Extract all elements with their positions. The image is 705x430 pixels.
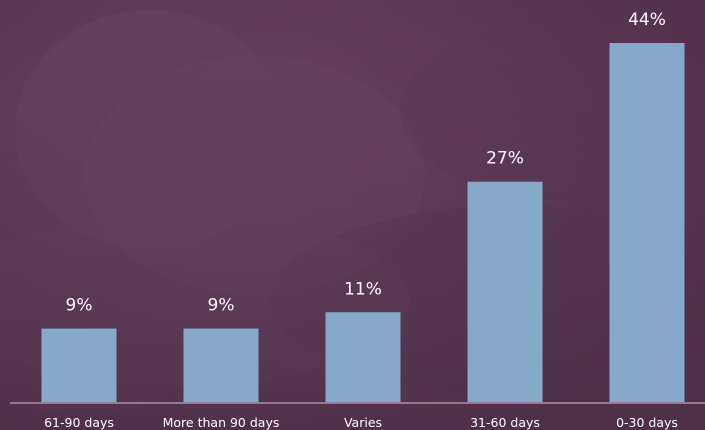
category-label-1: More than 90 days [163, 415, 280, 430]
category-label-0: 61-90 days [44, 415, 114, 430]
bar-2 [325, 312, 401, 402]
category-labels-group: 61-90 days More than 90 days Varies 31-60 d… [44, 415, 678, 430]
value-label-1: 9% [208, 296, 235, 316]
category-label-2: Varies [344, 415, 382, 430]
bars-group [41, 43, 685, 402]
value-label-2: 11% [344, 279, 382, 299]
bar-0 [41, 328, 117, 402]
value-label-4: 44% [628, 10, 666, 30]
bar-3 [467, 181, 543, 402]
value-labels-group: 9% 9% 11% 27% 44% [66, 10, 666, 316]
value-label-0: 9% [66, 296, 93, 316]
bar-4 [609, 43, 685, 402]
bar-1 [183, 328, 259, 402]
category-label-3: 31-60 days [470, 415, 540, 430]
value-label-3: 27% [486, 149, 524, 169]
category-label-4: 0-30 days [616, 415, 678, 430]
